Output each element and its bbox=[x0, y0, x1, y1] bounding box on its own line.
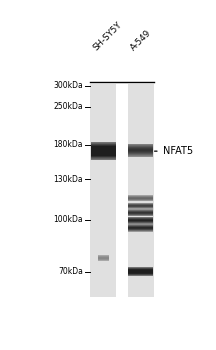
Bar bbox=[91, 153, 116, 154]
Bar bbox=[91, 154, 116, 155]
Text: NFAT5: NFAT5 bbox=[155, 146, 193, 156]
Bar bbox=[91, 146, 116, 147]
Text: 70kDa: 70kDa bbox=[58, 267, 83, 276]
Bar bbox=[91, 157, 116, 158]
Bar bbox=[91, 142, 116, 143]
Bar bbox=[91, 159, 116, 160]
Bar bbox=[91, 158, 116, 159]
Text: 300kDa: 300kDa bbox=[53, 81, 83, 90]
Text: 130kDa: 130kDa bbox=[53, 175, 83, 184]
Bar bbox=[128, 84, 154, 297]
Text: A-549: A-549 bbox=[129, 29, 153, 53]
Text: SH-SY5Y: SH-SY5Y bbox=[92, 21, 124, 53]
Bar bbox=[91, 144, 116, 145]
Text: 250kDa: 250kDa bbox=[53, 102, 83, 111]
Bar bbox=[91, 150, 116, 151]
Bar bbox=[91, 155, 116, 156]
Bar bbox=[91, 148, 116, 149]
Bar bbox=[91, 149, 116, 150]
Text: 180kDa: 180kDa bbox=[54, 140, 83, 149]
Bar bbox=[91, 147, 116, 148]
Bar bbox=[91, 156, 116, 157]
Bar bbox=[91, 152, 116, 153]
Bar bbox=[91, 151, 116, 152]
Bar bbox=[91, 145, 116, 146]
Text: 100kDa: 100kDa bbox=[53, 215, 83, 224]
Bar bbox=[90, 84, 116, 297]
